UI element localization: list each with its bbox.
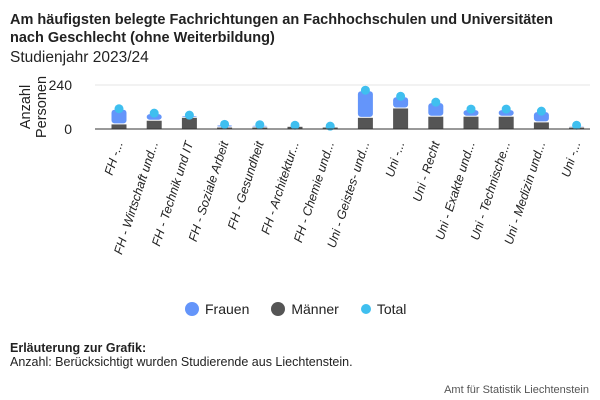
point-total (536, 106, 546, 116)
point-total (114, 104, 124, 114)
point-total (325, 121, 335, 131)
legend-label: Total (376, 301, 407, 317)
point-total (220, 119, 230, 129)
point-total (396, 91, 406, 101)
bar-maenner (463, 116, 479, 129)
legend-swatch (185, 302, 199, 316)
point-total (466, 104, 476, 114)
point-total (290, 120, 300, 130)
x-tick-label: Uni - Recht (410, 139, 443, 203)
bar-maenner (498, 116, 514, 129)
x-tick-label: FH - Architektur... (259, 140, 302, 237)
legend-item-frauen[interactable]: Frauen (185, 301, 249, 317)
legend-item-maenner[interactable]: Männer (271, 301, 339, 317)
point-total (255, 120, 265, 130)
legend: Frauen Männer Total (185, 301, 406, 317)
bar-maenner (357, 117, 373, 129)
legend-swatch (360, 304, 371, 314)
bar-maenner (393, 108, 409, 129)
legend-item-total[interactable]: Total (360, 301, 407, 317)
x-tick-label: FH -... (102, 140, 126, 177)
bar-frauen (533, 112, 549, 122)
point-total (431, 97, 441, 107)
point-total (572, 120, 582, 130)
bar-frauen (428, 103, 444, 116)
x-tick-label: Uni -... (383, 140, 408, 179)
legend-label: Frauen (205, 301, 250, 317)
legend-swatch (271, 302, 286, 316)
bar-maenner (533, 122, 549, 129)
note-text: Anzahl: Berücksichtigt wurden Studierend… (10, 355, 353, 369)
point-total (360, 85, 370, 95)
y-tick-label: 0 (64, 121, 72, 137)
x-tick-label: Uni -... (559, 140, 584, 179)
y-tick-label: 240 (49, 77, 73, 93)
note-heading: Erläuterung zur Grafik: (10, 341, 147, 355)
bar-maenner (146, 120, 162, 129)
bar-maenner (428, 116, 444, 129)
chart-subtitle: Studienjahr 2023/24 (10, 49, 149, 66)
bar-frauen (357, 91, 373, 117)
chart-title: Am häufigsten belegte Fachrichtungen an … (10, 12, 554, 46)
point-total (501, 104, 511, 114)
y-axis-label: Anzahl (18, 85, 34, 129)
source-credit: Amt für Statistik Liechtenstein (444, 384, 589, 396)
y-axis-label: Personen (34, 76, 50, 138)
bar-maenner (111, 124, 127, 129)
point-total (184, 110, 194, 120)
x-tick-label: FH - Gesundheit (225, 139, 267, 231)
legend-label: Männer (291, 301, 339, 317)
bar-maenner (181, 117, 197, 129)
bar-frauen (393, 97, 409, 108)
bar-frauen (111, 109, 127, 124)
point-total (149, 108, 159, 118)
